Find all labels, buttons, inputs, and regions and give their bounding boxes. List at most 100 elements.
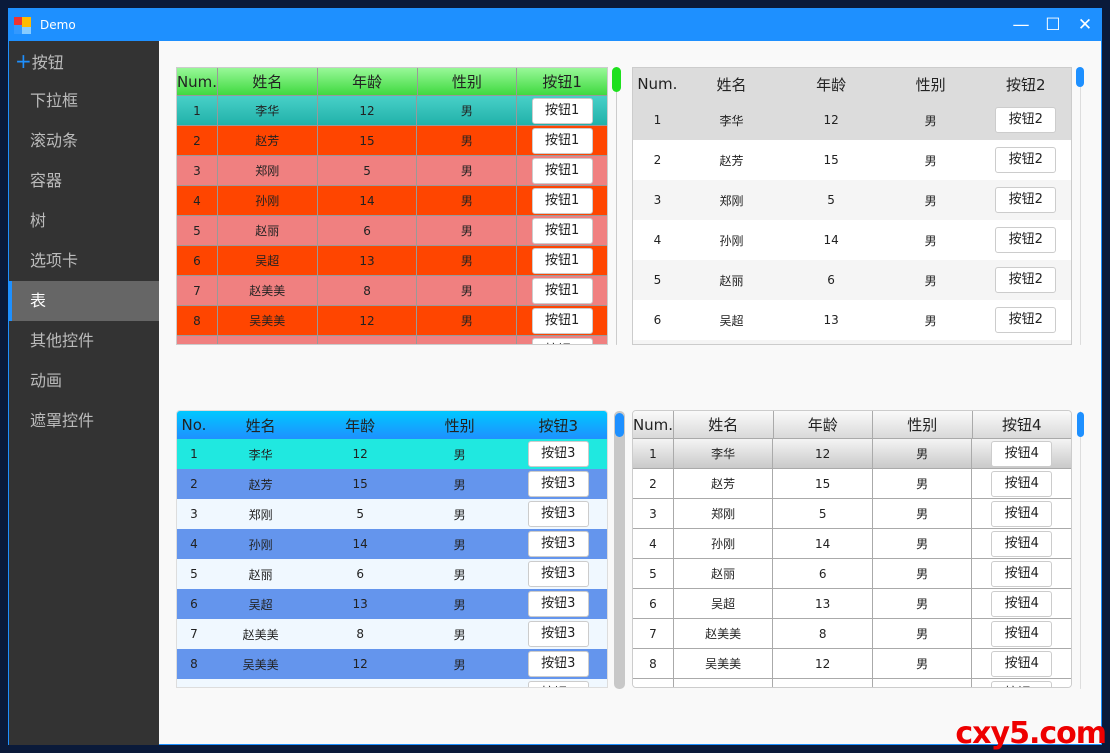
table-row[interactable]: 5 赵丽 6 男 按钮2: [633, 260, 1071, 300]
row-button[interactable]: 按钮4: [991, 470, 1053, 497]
table-row[interactable]: 7 赵美美 8 男按钮1: [177, 276, 607, 306]
table-row[interactable]: 6 吴超 13 男按钮4: [633, 589, 1071, 619]
table-row[interactable]: 4 孙刚 14 男按钮1: [177, 186, 607, 216]
table-row[interactable]: 1 李华 12 男 按钮2: [633, 100, 1071, 140]
table-row[interactable]: 3 郑刚 5 男按钮4: [633, 499, 1071, 529]
column-header[interactable]: 姓名: [673, 411, 773, 439]
row-button[interactable]: 按钮4: [991, 620, 1053, 647]
row-button[interactable]: 按钮2: [995, 267, 1057, 293]
column-header[interactable]: Num.: [633, 411, 673, 439]
row-button[interactable]: 按钮1: [531, 187, 593, 214]
column-header[interactable]: 性别: [915, 75, 946, 94]
row-button[interactable]: 按钮1: [531, 217, 593, 244]
table-1-scroll-thumb[interactable]: [612, 67, 621, 92]
table-row[interactable]: 9 按钮4: [633, 679, 1071, 687]
column-header[interactable]: 性别: [872, 411, 972, 439]
table-row[interactable]: 9 按钮1: [177, 336, 607, 344]
row-button[interactable]: 按钮4: [991, 560, 1053, 587]
row-button[interactable]: 按钮1: [531, 277, 593, 304]
table-3-scrollbar[interactable]: [614, 411, 625, 689]
maximize-button[interactable]: ☐: [1045, 15, 1061, 35]
column-header[interactable]: 年龄: [316, 68, 417, 96]
row-button[interactable]: 按钮3: [527, 621, 589, 647]
table-row[interactable]: 8 吴美美 12 男按钮1: [177, 306, 607, 336]
table-row[interactable]: 7赵美美8男按钮2: [633, 340, 1071, 344]
row-button[interactable]: 按钮1: [531, 97, 593, 124]
column-header[interactable]: 按钮2: [1005, 75, 1046, 94]
row-button[interactable]: 按钮3: [527, 531, 589, 557]
column-header[interactable]: 性别: [416, 68, 517, 96]
column-header[interactable]: 按钮4: [971, 411, 1071, 439]
sidebar-item[interactable]: 容器: [9, 161, 159, 201]
row-button[interactable]: 按钮4: [991, 650, 1053, 677]
sidebar-item[interactable]: 其他控件: [9, 321, 159, 361]
row-button[interactable]: 按钮1: [531, 307, 593, 334]
column-header[interactable]: 年龄: [345, 416, 376, 435]
row-button[interactable]: 按钮2: [995, 187, 1057, 213]
table-row[interactable]: 2 赵芳 15 男按钮1: [177, 126, 607, 156]
row-button[interactable]: 按钮2: [995, 307, 1057, 333]
column-header[interactable]: 年龄: [816, 75, 847, 94]
sidebar-item[interactable]: 下拉框: [9, 81, 159, 121]
table-4-scrollbar[interactable]: [1080, 411, 1081, 689]
table-row[interactable]: 1 李华 12 男按钮4: [633, 439, 1071, 469]
table-row[interactable]: 3 郑刚 5 男 按钮2: [633, 180, 1071, 220]
sidebar-item[interactable]: +按钮: [9, 41, 159, 81]
row-button[interactable]: 按钮2: [995, 107, 1057, 133]
table-1-scrollbar[interactable]: [616, 67, 617, 345]
minimize-button[interactable]: —: [1012, 15, 1030, 35]
column-header[interactable]: 按钮1: [516, 68, 607, 96]
row-button[interactable]: 按钮1: [531, 247, 593, 274]
row-button[interactable]: 按钮4: [991, 440, 1053, 467]
column-header[interactable]: 姓名: [716, 75, 747, 94]
table-4-scroll-thumb[interactable]: [1077, 412, 1084, 437]
table-row[interactable]: 3 郑刚 5 男按钮1: [177, 156, 607, 186]
table-row[interactable]: 2 赵芳 15 男 按钮3: [177, 469, 607, 499]
table-row[interactable]: 4 孙刚 14 男 按钮2: [633, 220, 1071, 260]
sidebar-item[interactable]: 遮罩控件: [9, 401, 159, 441]
row-button[interactable]: 按钮3: [527, 561, 589, 587]
table-row[interactable]: 4 孙刚 14 男按钮4: [633, 529, 1071, 559]
column-header[interactable]: Num.: [637, 75, 678, 93]
table-row[interactable]: 2 赵芳 15 男按钮4: [633, 469, 1071, 499]
row-button[interactable]: 按钮2: [995, 147, 1057, 173]
table-row[interactable]: 1 李华 12 男按钮1: [177, 96, 607, 126]
close-button[interactable]: ✕: [1077, 15, 1093, 35]
table-row[interactable]: 6 吴超 13 男 按钮3: [177, 589, 607, 619]
table-row[interactable]: 6 吴超 13 男按钮1: [177, 246, 607, 276]
column-header[interactable]: Num.: [177, 68, 217, 96]
table-row[interactable]: 7 赵美美 8 男 按钮3: [177, 619, 607, 649]
table-3-scroll-thumb[interactable]: [615, 413, 624, 437]
table-row[interactable]: 5 赵丽 6 男按钮1: [177, 216, 607, 246]
row-button[interactable]: 按钮3: [527, 681, 589, 687]
row-button[interactable]: 按钮1: [531, 127, 593, 154]
row-button[interactable]: 按钮3: [527, 441, 589, 467]
column-header[interactable]: 年龄: [772, 411, 872, 439]
table-row[interactable]: 2 赵芳 15 男 按钮2: [633, 140, 1071, 180]
table-row[interactable]: 5 赵丽 6 男 按钮3: [177, 559, 607, 589]
table-row[interactable]: 9 按钮3: [177, 679, 607, 687]
table-2-scroll-thumb[interactable]: [1076, 67, 1084, 87]
row-button[interactable]: 按钮2: [995, 227, 1057, 253]
sidebar-item[interactable]: 动画: [9, 361, 159, 401]
column-header[interactable]: No.: [181, 416, 207, 434]
sidebar-item[interactable]: 表: [9, 281, 159, 321]
table-row[interactable]: 6 吴超 13 男 按钮2: [633, 300, 1071, 340]
column-header[interactable]: 姓名: [245, 416, 276, 435]
table-row[interactable]: 8 吴美美 12 男按钮4: [633, 649, 1071, 679]
table-row[interactable]: 3 郑刚 5 男 按钮3: [177, 499, 607, 529]
table-row[interactable]: 5 赵丽 6 男按钮4: [633, 559, 1071, 589]
table-row[interactable]: 8 吴美美 12 男 按钮3: [177, 649, 607, 679]
row-button[interactable]: 按钮4: [991, 680, 1053, 687]
sidebar-item[interactable]: 树: [9, 201, 159, 241]
row-button[interactable]: 按钮3: [527, 471, 589, 497]
row-button[interactable]: 按钮1: [531, 157, 593, 184]
table-row[interactable]: 4 孙刚 14 男 按钮3: [177, 529, 607, 559]
column-header[interactable]: 性别: [444, 416, 475, 435]
row-button[interactable]: 按钮4: [991, 500, 1053, 527]
column-header[interactable]: 按钮3: [538, 416, 578, 435]
row-button[interactable]: 按钮4: [991, 530, 1053, 557]
row-button[interactable]: 按钮3: [527, 501, 589, 527]
column-header[interactable]: 姓名: [217, 68, 317, 96]
table-2-scrollbar[interactable]: [1080, 67, 1081, 345]
